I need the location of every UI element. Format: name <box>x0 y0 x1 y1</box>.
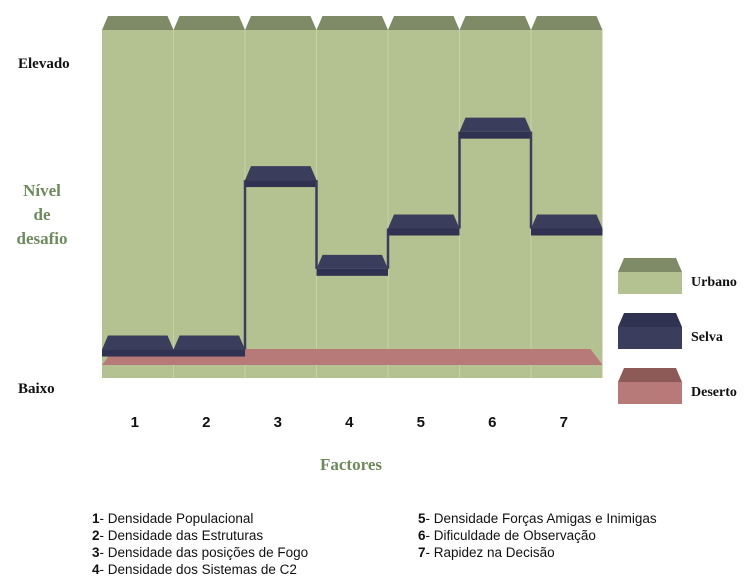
selva-step-edge-6 <box>459 131 531 139</box>
legend-swatch-urbano <box>618 272 682 294</box>
urbano-column-top-3 <box>245 16 317 30</box>
urbano-column-5 <box>388 30 460 378</box>
note-item: 3- Densidade das posições de Fogo <box>92 545 309 560</box>
x-tick-4: 4 <box>345 414 354 431</box>
note-item: 7- Rapidez na Decisão <box>418 545 555 560</box>
legend: Urbano Selva Deserto <box>618 258 737 404</box>
urbano-column-top-2 <box>173 16 245 30</box>
x-axis-title: Factores <box>320 455 382 474</box>
legend-label-urbano: Urbano <box>691 275 737 290</box>
y-axis-title-line-2: de <box>34 205 51 224</box>
urbano-column-top-7 <box>531 16 603 30</box>
legend-swatch-selva <box>618 327 682 349</box>
urbano-column-top-5 <box>388 16 460 30</box>
legend-swatch-deserto <box>618 382 682 404</box>
urbano-column-top-6 <box>459 16 531 30</box>
legend-label-deserto: Deserto <box>691 385 737 400</box>
legend-label-selva: Selva <box>691 330 723 345</box>
x-tick-7: 7 <box>560 414 568 431</box>
urbano-column-7 <box>531 30 603 378</box>
x-tick-5: 5 <box>417 414 425 431</box>
urbano-series <box>102 16 603 378</box>
y-top-label: Elevado <box>18 56 70 72</box>
selva-step-edge-1 <box>102 349 174 357</box>
y-axis-title-line-1: Nível <box>23 181 61 200</box>
selva-step-1 <box>102 335 174 350</box>
urbano-column-top-4 <box>316 16 388 30</box>
y-bottom-label: Baixo <box>18 381 55 397</box>
selva-step-edge-4 <box>316 268 388 276</box>
selva-step-edge-3 <box>245 180 317 188</box>
urbano-column-2 <box>173 30 245 378</box>
selva-step-5 <box>388 214 460 229</box>
legend-swatch-top-urbano <box>618 258 682 272</box>
selva-step-edge-5 <box>388 228 460 236</box>
selva-step-6 <box>459 117 531 132</box>
x-tick-labels: 1 2 3 4 5 6 7 <box>131 414 568 431</box>
selva-step-4 <box>316 254 388 269</box>
note-item: 4- Densidade dos Sistemas de C2 <box>92 562 297 577</box>
selva-step-3 <box>245 166 317 181</box>
x-tick-3: 3 <box>274 414 282 431</box>
urbano-column-4 <box>316 30 388 378</box>
urbano-column-3 <box>245 30 317 378</box>
urbano-column-top-1 <box>102 16 174 30</box>
note-item: 6- Dificuldade de Observação <box>418 528 596 543</box>
x-tick-2: 2 <box>202 414 210 431</box>
factor-notes-right: 5- Densidade Forças Amigas e Inimigas 6-… <box>418 510 657 561</box>
urbano-column-6 <box>459 30 531 378</box>
selva-series <box>102 117 603 357</box>
selva-step-edge-7 <box>531 228 603 236</box>
x-tick-1: 1 <box>131 414 139 431</box>
legend-swatch-top-selva <box>618 313 682 327</box>
note-item: 1- Densidade Populacional <box>92 511 254 526</box>
urbano-column-1 <box>102 30 174 378</box>
x-tick-6: 6 <box>488 414 496 431</box>
y-axis-title-line-3: desafio <box>17 229 68 248</box>
factor-notes-left: 1- Densidade Populacional 2- Densidade d… <box>92 510 308 578</box>
note-item: 5- Densidade Forças Amigas e Inimigas <box>418 511 657 526</box>
note-item: 2- Densidade das Estruturas <box>92 528 264 543</box>
selva-step-2 <box>173 335 245 350</box>
selva-step-7 <box>531 214 603 229</box>
legend-swatch-top-deserto <box>618 368 682 382</box>
selva-step-edge-2 <box>173 349 245 357</box>
